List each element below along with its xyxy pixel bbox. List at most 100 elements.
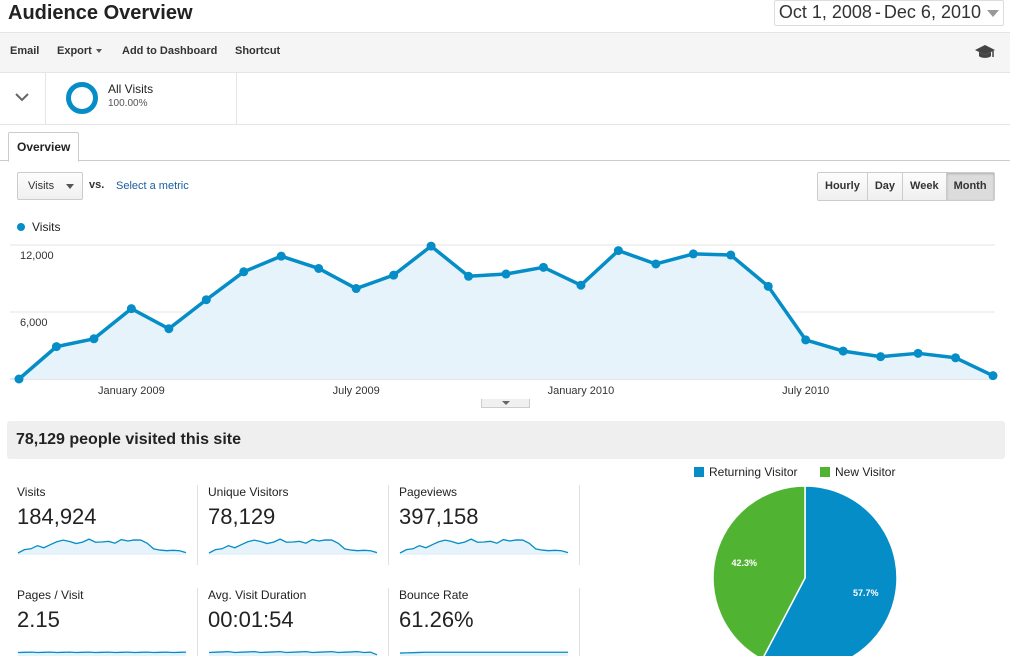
legend-swatch — [17, 223, 25, 231]
x-tick-label: January 2009 — [98, 385, 165, 397]
kpi-label: Visits — [17, 485, 46, 499]
data-point — [538, 262, 548, 272]
date-separator: - — [874, 2, 881, 22]
sparkline-fill — [209, 539, 377, 555]
kpi-pages-per-visit[interactable]: Pages / Visit 2.15 — [17, 588, 197, 656]
data-point — [651, 259, 661, 269]
data-point — [501, 269, 511, 279]
day-button[interactable]: Day — [867, 173, 904, 200]
vs-label: vs. — [89, 179, 105, 191]
data-point — [763, 281, 773, 291]
data-point — [389, 270, 399, 280]
data-point — [126, 304, 136, 314]
metric-select-value: Visits — [28, 180, 55, 192]
data-point — [464, 271, 474, 281]
kpi-pageviews[interactable]: Pageviews 397,158 — [399, 485, 579, 573]
report-toolbar: Email Export Add to Dashboard Shortcut — [0, 32, 1010, 73]
pie-legend-new[interactable]: New Visitor — [820, 465, 895, 479]
divider — [579, 485, 580, 565]
sparkline — [208, 538, 378, 555]
sparkline — [17, 538, 187, 555]
kpi-value: 184,924 — [17, 504, 97, 529]
export-button[interactable]: Export — [57, 45, 102, 57]
sparkline-line — [208, 650, 378, 656]
kpi-avg-visit-duration[interactable]: Avg. Visit Duration 00:01:54 — [208, 588, 388, 656]
kpi-label: Pages / Visit — [17, 588, 84, 602]
legend-swatch — [820, 467, 830, 477]
data-point — [576, 280, 586, 290]
sparkline-fill — [209, 651, 377, 656]
shortcut-button[interactable]: Shortcut — [235, 45, 281, 57]
graduation-cap-icon[interactable] — [974, 43, 996, 61]
chevron-down-icon — [987, 10, 999, 17]
area-fill — [19, 246, 993, 379]
data-point — [239, 267, 249, 277]
visitor-type-pie-chart[interactable]: 57.7% 42.3% — [700, 486, 910, 656]
segment-toggle[interactable] — [0, 73, 46, 124]
granularity-buttons: Hourly Day Week Month — [817, 172, 995, 201]
caret-down-icon — [66, 184, 74, 189]
summary-headline: 78,129 people visited this site — [7, 421, 1005, 459]
sparkline-fill — [400, 652, 568, 656]
date-start: Oct 1, 2008 — [778, 2, 872, 22]
legend-label: Visits — [32, 220, 61, 234]
x-tick-label: July 2009 — [333, 385, 380, 397]
data-point — [314, 263, 324, 273]
sparkline-fill — [18, 652, 186, 656]
kpi-value: 397,158 — [399, 504, 479, 529]
data-point — [838, 346, 848, 356]
kpi-label: Bounce Rate — [399, 588, 469, 602]
sparkline-line — [399, 651, 568, 654]
segment-name: All Visits — [108, 82, 154, 96]
hourly-button[interactable]: Hourly — [818, 173, 868, 200]
pie-data-label: 57.7% — [853, 588, 879, 598]
metric-select[interactable]: Visits — [17, 172, 83, 200]
pie-legend-returning[interactable]: Returning Visitor — [694, 465, 798, 479]
pie-slice — [763, 486, 898, 656]
data-point — [913, 348, 923, 358]
data-point — [876, 352, 886, 362]
divider — [197, 485, 198, 565]
visits-line-chart[interactable]: 12,000 6,000 January 2009 July 2009 January … — [0, 236, 1010, 402]
data-point — [688, 249, 698, 259]
legend-swatch — [694, 467, 704, 477]
kpi-unique-visitors[interactable]: Unique Visitors 78,129 — [208, 485, 388, 573]
data-point — [89, 334, 99, 344]
export-label: Export — [57, 45, 92, 57]
sparkline — [17, 651, 187, 656]
sparkline — [399, 651, 568, 656]
page-title: Audience Overview — [8, 2, 193, 24]
pie-data-label: 42.3% — [731, 558, 757, 568]
email-button[interactable]: Email — [10, 45, 40, 57]
segment-bar: All Visits 100.00% — [0, 73, 1010, 125]
report-tabs: Overview — [0, 124, 1010, 162]
date-range-picker[interactable]: Oct 1, 2008- Dec 6, 2010 — [773, 0, 1004, 26]
add-to-dashboard-button[interactable]: Add to Dashboard — [122, 45, 218, 57]
segment-all-visits[interactable]: All Visits 100.00% — [46, 73, 237, 124]
data-point — [351, 284, 361, 294]
tab-overview[interactable]: Overview — [8, 132, 80, 162]
week-button[interactable]: Week — [903, 173, 947, 200]
legend-label: Returning Visitor — [709, 465, 798, 479]
month-button[interactable]: Month — [946, 173, 994, 200]
kpi-value: 2.15 — [17, 607, 60, 632]
chart-legend: Visits — [17, 220, 60, 234]
chart-resize-handle[interactable] — [481, 399, 530, 408]
data-point — [726, 250, 736, 260]
pie-slice — [712, 486, 806, 656]
legend-label: New Visitor — [835, 465, 896, 479]
sparkline-fill — [18, 539, 186, 555]
sparkline — [399, 538, 569, 555]
select-metric-link[interactable]: Select a metric — [116, 180, 189, 192]
sparkline-line — [17, 538, 187, 554]
kpi-bounce-rate[interactable]: Bounce Rate 61.26% — [399, 588, 579, 656]
sparkline-fill — [400, 539, 568, 555]
y-tick-label: 12,000 — [20, 250, 54, 262]
data-point — [613, 246, 623, 256]
kpi-label: Unique Visitors — [208, 485, 289, 499]
kpi-visits[interactable]: Visits 184,924 — [17, 485, 197, 573]
data-point — [14, 374, 24, 384]
caret-down-icon — [95, 49, 102, 54]
sparkline-line — [399, 538, 569, 554]
